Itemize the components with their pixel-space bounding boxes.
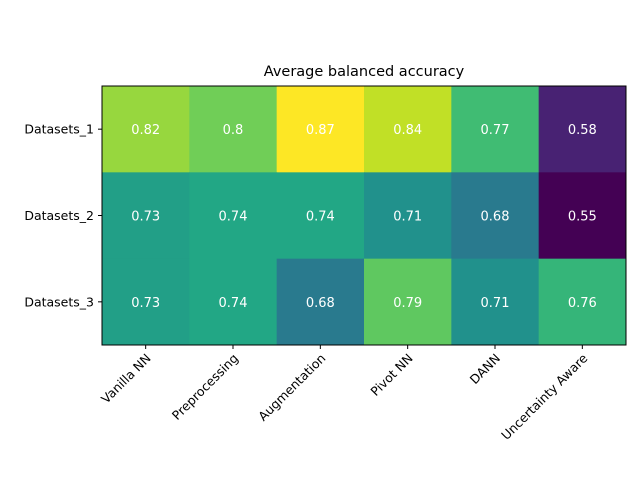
heatmap-cell (364, 258, 452, 346)
x-axis: Vanilla NN Preprocessing Augmentation Pivot… (98, 345, 591, 443)
heatmap-cell-labels: 0.82 0.8 0.87 0.84 0.77 0.58 0.73 0.74 0.74 0.71 0… (131, 123, 597, 311)
heatmap-cell (364, 172, 452, 260)
cell-value-label: 0.73 (131, 296, 160, 311)
x-tick-label: Vanilla NN (98, 351, 154, 407)
cell-value-label: 0.58 (568, 123, 597, 138)
cell-value-label: 0.84 (393, 123, 422, 138)
x-tick-label: Uncertainty Aware (498, 350, 590, 442)
cell-value-label: 0.73 (131, 210, 160, 225)
heatmap-cell (538, 258, 627, 346)
heatmap-cell (538, 172, 627, 260)
heatmap-cell (364, 86, 452, 173)
x-tick-label: DANN (467, 351, 504, 388)
x-tick-label: Pivot NN (367, 351, 415, 399)
cell-value-label: 0.71 (393, 210, 422, 225)
heatmap-cells (102, 86, 627, 346)
x-tick-label: Augmentation (255, 351, 328, 424)
cell-value-label: 0.76 (568, 296, 597, 311)
y-tick-label: Datasets_3 (24, 294, 94, 309)
heatmap-cell (189, 86, 278, 173)
heatmap-cell (189, 258, 278, 346)
x-tick-label: Preprocessing (169, 351, 241, 423)
y-axis: Datasets_1 Datasets_2 Datasets_3 (24, 122, 102, 309)
y-tick-label: Datasets_2 (24, 208, 94, 223)
cell-value-label: 0.55 (568, 210, 597, 225)
heatmap-cell (102, 258, 190, 346)
cell-value-label: 0.74 (219, 210, 248, 225)
heatmap-cell (102, 86, 190, 173)
heatmap-cell (276, 258, 365, 346)
heatmap-cell (102, 172, 190, 260)
heatmap-cell (538, 86, 627, 173)
cell-value-label: 0.74 (219, 296, 248, 311)
cell-value-label: 0.68 (306, 296, 335, 311)
cell-value-label: 0.79 (393, 296, 422, 311)
heatmap-cell (451, 86, 540, 173)
heatmap-cell (276, 86, 365, 173)
cell-value-label: 0.87 (306, 123, 335, 138)
heatmap-cell (276, 172, 365, 260)
heatmap-cell (451, 258, 540, 346)
cell-value-label: 0.68 (481, 210, 510, 225)
chart-title: Average balanced accuracy (264, 64, 465, 80)
cell-value-label: 0.77 (481, 123, 510, 138)
y-tick-label: Datasets_1 (24, 122, 94, 137)
cell-value-label: 0.71 (481, 296, 510, 311)
heatmap-cell (451, 172, 540, 260)
heatmap-cell (189, 172, 278, 260)
cell-value-label: 0.8 (223, 123, 244, 138)
cell-value-label: 0.74 (306, 210, 335, 225)
cell-value-label: 0.82 (131, 123, 160, 138)
